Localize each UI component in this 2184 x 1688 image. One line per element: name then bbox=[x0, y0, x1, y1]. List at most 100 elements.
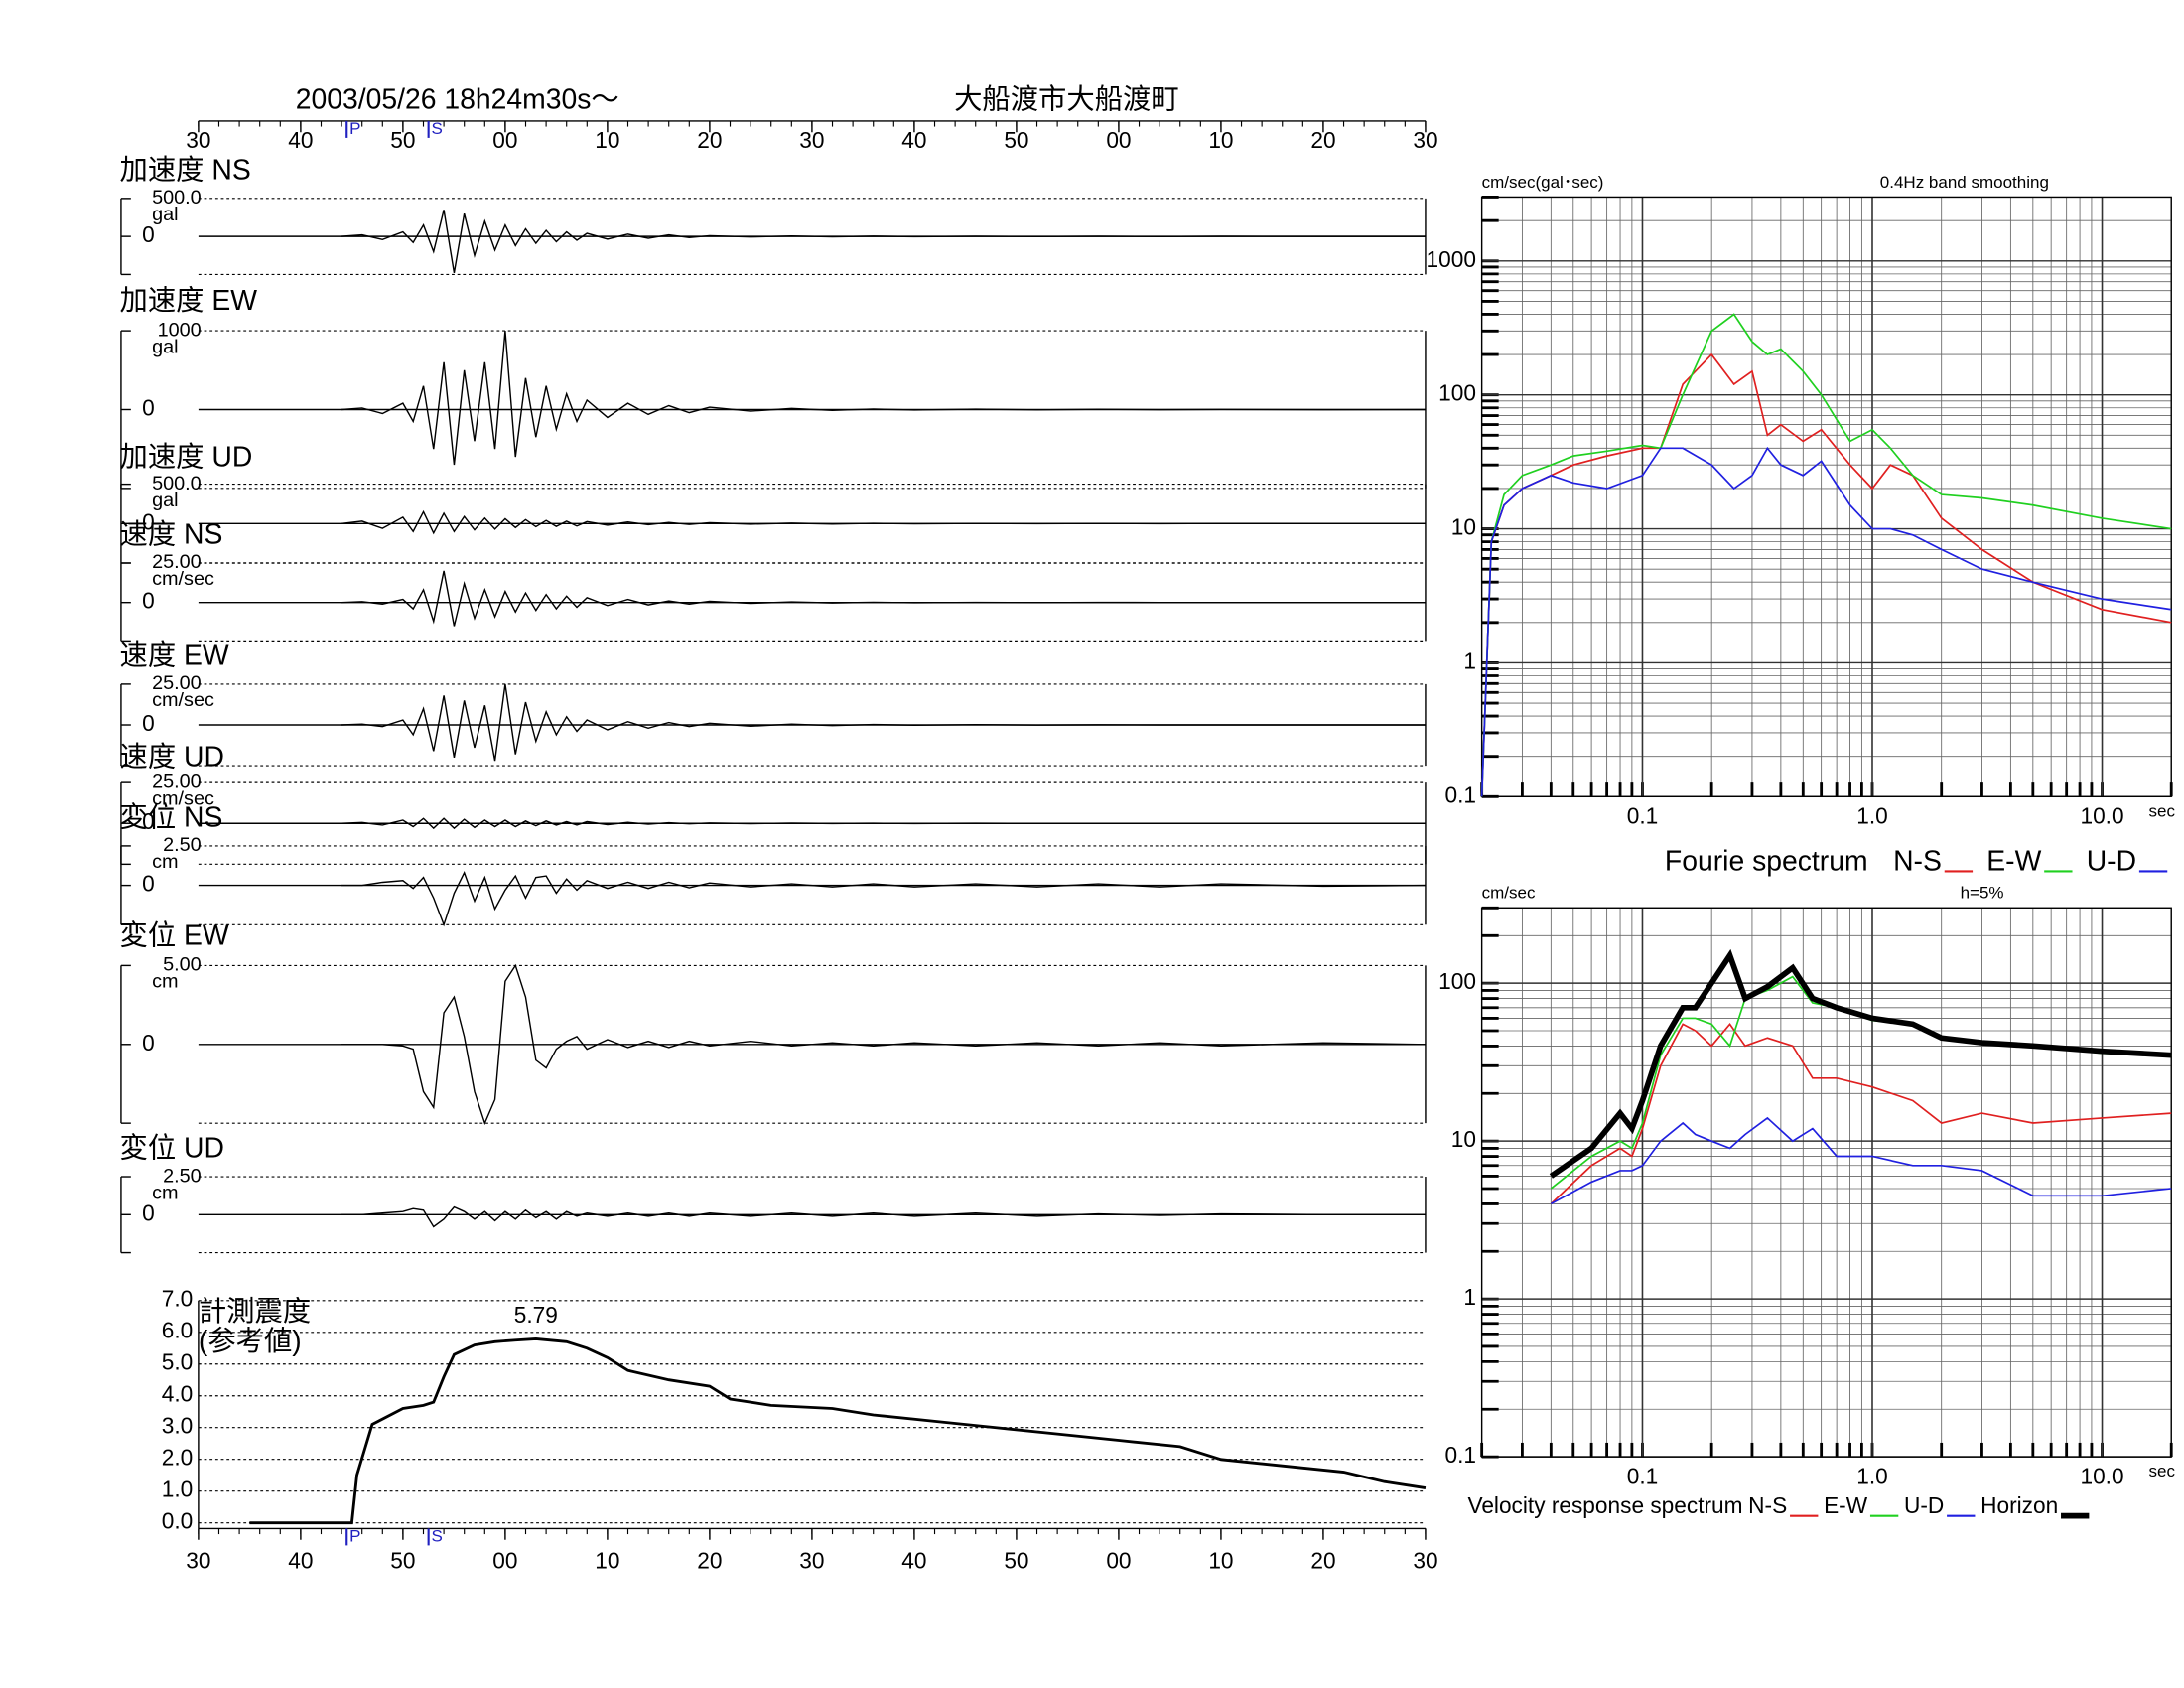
trace-title: 変位 EW bbox=[120, 920, 229, 952]
y-tick-label: 6.0 bbox=[162, 1318, 194, 1343]
spectrum-line bbox=[1480, 352, 2172, 797]
time-tick-label: 40 bbox=[901, 127, 926, 153]
legend-title: Fourie spectrum bbox=[1665, 845, 1868, 877]
scale-label: 0 bbox=[142, 1199, 155, 1225]
x-tick-label: 10.0 bbox=[2080, 803, 2123, 829]
scale-label: 2.50 bbox=[163, 1165, 202, 1187]
legend-label: U-D bbox=[1904, 1492, 1944, 1518]
scale-label: 0 bbox=[142, 1030, 155, 1055]
trace-title: 加速度 UD bbox=[120, 442, 253, 474]
y-tick-label: 100 bbox=[1438, 380, 1476, 406]
y-tick-label: 1.0 bbox=[162, 1477, 194, 1502]
y-tick-label: 10 bbox=[1451, 514, 1476, 540]
y-tick-label: 100 bbox=[1438, 968, 1476, 994]
waveform bbox=[341, 331, 1426, 466]
trace-unit: gal bbox=[152, 490, 178, 511]
spectrum-line bbox=[1480, 313, 2172, 797]
y-tick-label: 3.0 bbox=[162, 1413, 194, 1439]
time-tick-label: 50 bbox=[1004, 127, 1028, 153]
y-unit: cm/sec(gal･sec) bbox=[1482, 173, 1604, 192]
trace-unit: cm/sec bbox=[152, 787, 214, 809]
x-unit: sec bbox=[2149, 1462, 2176, 1480]
spectrum-line bbox=[1480, 446, 2172, 797]
intensity-line bbox=[249, 1337, 1427, 1525]
y-tick-label: 10 bbox=[1451, 1126, 1476, 1152]
scale-label: 500.0 bbox=[152, 473, 202, 494]
y-tick-label: 7.0 bbox=[162, 1286, 194, 1312]
peak-label: 5.79 bbox=[514, 1302, 558, 1328]
y-tick-label: 0.1 bbox=[1444, 1442, 1476, 1468]
time-tick-label: 40 bbox=[288, 1547, 313, 1573]
time-tick-label: 10 bbox=[595, 1547, 619, 1573]
time-tick-label: 20 bbox=[697, 1547, 722, 1573]
y-tick-label: 1000 bbox=[1427, 246, 1476, 272]
legend-label: N-S bbox=[1748, 1492, 1787, 1518]
scale-label: 2.50 bbox=[163, 834, 202, 856]
scale-label: 0 bbox=[142, 808, 155, 834]
time-tick-label: 30 bbox=[799, 1547, 824, 1573]
trace-unit: cm bbox=[152, 1182, 178, 1203]
time-tick-label: 10 bbox=[1208, 127, 1233, 153]
x-tick-label: 1.0 bbox=[1856, 1463, 1888, 1488]
plot-frame bbox=[1480, 907, 2172, 1458]
scale-label: 0 bbox=[142, 221, 155, 247]
y-tick-label: 4.0 bbox=[162, 1381, 194, 1407]
legend-label: E-W bbox=[1986, 845, 2041, 877]
y-tick-label: 0.1 bbox=[1444, 781, 1476, 807]
scale-label: 0 bbox=[142, 394, 155, 420]
waveform bbox=[341, 817, 1426, 830]
spectrum-line bbox=[1550, 1022, 2172, 1204]
y-tick-label: 1 bbox=[1463, 647, 1476, 673]
time-tick-label: 50 bbox=[1004, 1547, 1028, 1573]
trace-unit: cm/sec bbox=[152, 568, 214, 590]
waveform bbox=[341, 210, 1426, 273]
time-tick-label: 50 bbox=[390, 127, 415, 153]
time-tick-label: 30 bbox=[799, 127, 824, 153]
spectrum-line bbox=[1549, 948, 2172, 1179]
scale-label: 25.00 bbox=[152, 771, 202, 792]
note: h=5% bbox=[1961, 884, 2004, 903]
station-name: 大船渡市大船渡町 bbox=[954, 84, 1179, 116]
time-tick-label: 20 bbox=[1310, 1547, 1335, 1573]
trace-unit: gal bbox=[152, 336, 178, 357]
intensity-title: (参考値) bbox=[199, 1326, 302, 1357]
time-tick-label: 20 bbox=[1310, 127, 1335, 153]
phase-label: P bbox=[349, 1526, 360, 1545]
x-tick-label: 0.1 bbox=[1627, 1463, 1659, 1488]
time-tick-label: 40 bbox=[901, 1547, 926, 1573]
scale-label: 0 bbox=[142, 710, 155, 736]
time-tick-label: 00 bbox=[1106, 1547, 1131, 1573]
trace-title: 速度 EW bbox=[120, 639, 229, 671]
time-tick-label: 10 bbox=[595, 127, 619, 153]
y-tick-label: 1 bbox=[1463, 1284, 1476, 1310]
phase-label: S bbox=[431, 1526, 442, 1545]
trace-title: 加速度 EW bbox=[120, 285, 258, 317]
legend-label: E-W bbox=[1824, 1492, 1868, 1518]
scale-label: 25.00 bbox=[152, 551, 202, 573]
legend-label: Horizon bbox=[1980, 1492, 2058, 1518]
y-unit: cm/sec bbox=[1482, 884, 1536, 903]
time-tick-label: 30 bbox=[186, 127, 210, 153]
record-date: 2003/05/26 18h24m30s〜 bbox=[296, 84, 619, 116]
time-tick-label: 00 bbox=[492, 127, 517, 153]
trace-unit: cm/sec bbox=[152, 689, 214, 711]
trace-title: 速度 NS bbox=[120, 519, 223, 551]
waveform bbox=[341, 1205, 1426, 1228]
x-tick-label: 10.0 bbox=[2080, 1463, 2123, 1488]
time-tick-label: 40 bbox=[288, 127, 313, 153]
waveform bbox=[341, 570, 1426, 627]
waveform bbox=[341, 509, 1426, 535]
trace-unit: cm bbox=[152, 851, 178, 873]
time-tick-label: 00 bbox=[492, 1547, 517, 1573]
time-tick-label: 30 bbox=[1413, 127, 1437, 153]
trace-unit: cm bbox=[152, 971, 178, 993]
spectrum-line bbox=[1550, 1116, 2172, 1205]
phase-label: S bbox=[431, 119, 442, 138]
phase-label: P bbox=[349, 119, 360, 138]
trace-title: 変位 NS bbox=[120, 801, 223, 833]
y-tick-label: 2.0 bbox=[162, 1445, 194, 1471]
trace-title: 加速度 NS bbox=[120, 154, 251, 186]
y-tick-label: 5.0 bbox=[162, 1349, 194, 1375]
